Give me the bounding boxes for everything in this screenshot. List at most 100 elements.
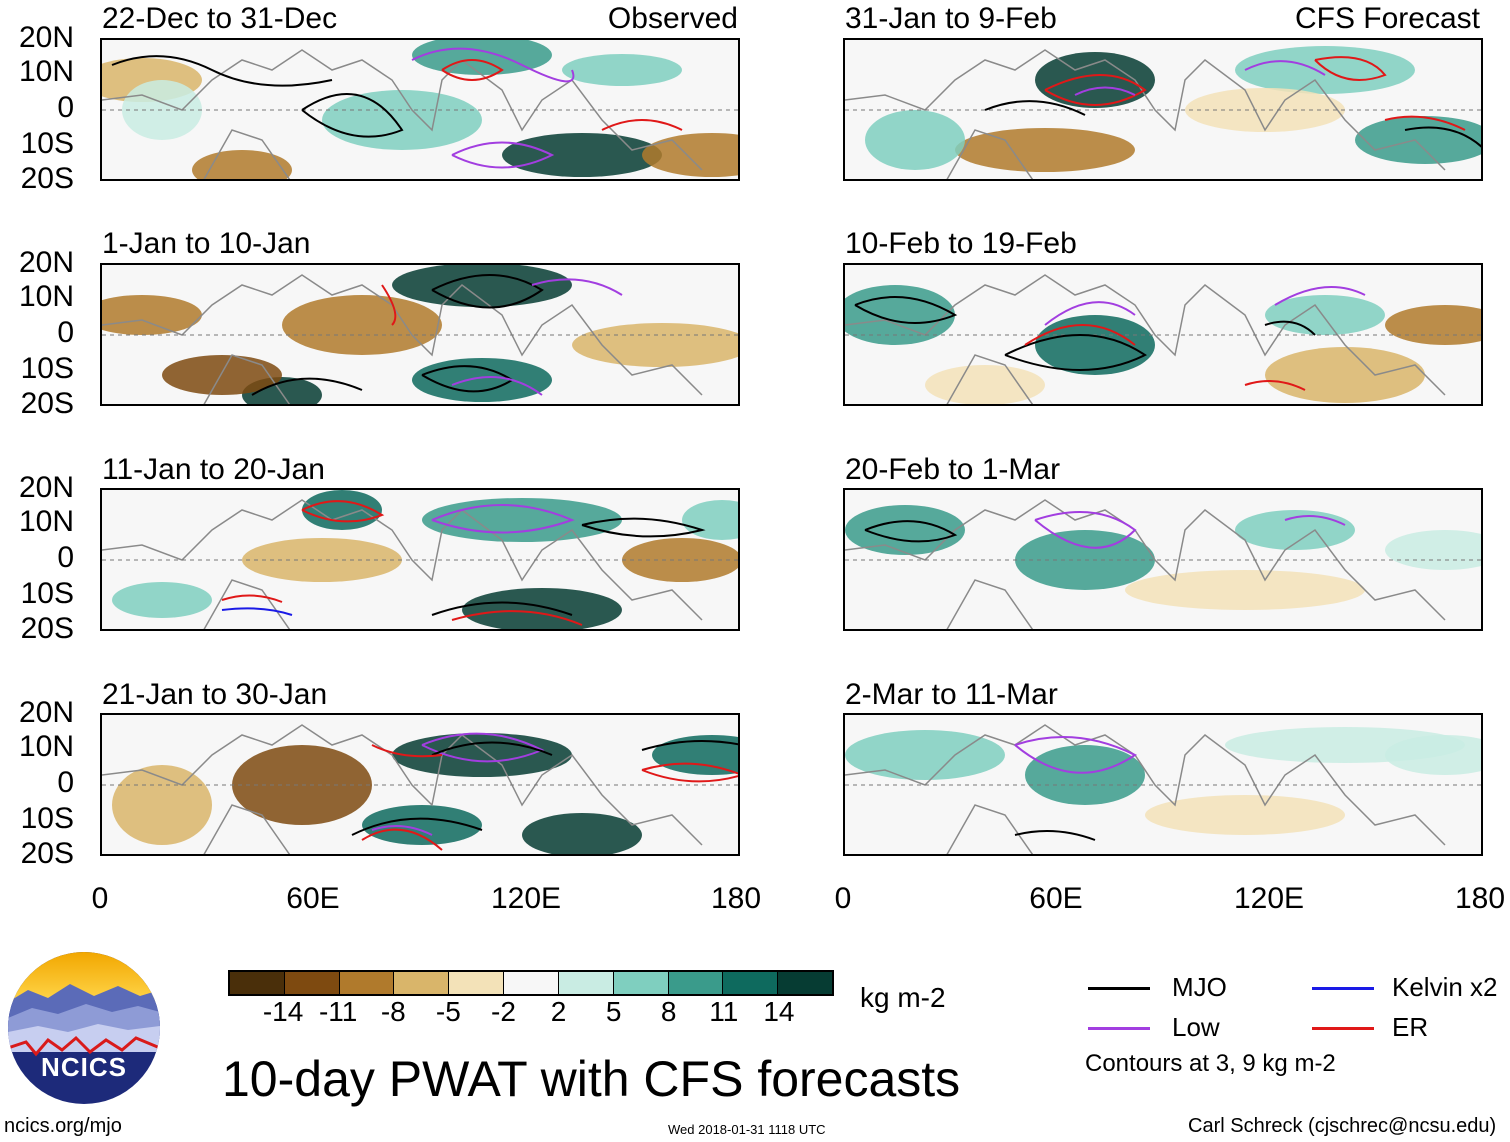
pwat-anomaly-region [162, 355, 282, 395]
panel-title-2: 1-Jan to 10-Jan [102, 227, 311, 260]
coastline [102, 49, 703, 179]
pwat-anomaly-region [1385, 530, 1481, 570]
pwat-anomaly-region [642, 133, 738, 177]
wave-contour [1264, 320, 1316, 336]
pwat-anomaly-region [1025, 745, 1145, 805]
wave-contour [1044, 74, 1147, 106]
pwat-field [102, 490, 738, 629]
pwat-anomaly-region [845, 505, 965, 555]
wave-contour [1024, 324, 1136, 346]
wave-contour [441, 59, 504, 81]
legend-line-er [1312, 1027, 1374, 1030]
pwat-anomaly-region [1235, 46, 1415, 94]
colorbar-swatch [723, 972, 779, 994]
pwat-anomaly-region [322, 90, 482, 150]
lat-tick-2-10n: 10N [18, 280, 74, 313]
legend-label-er: ER [1392, 1012, 1429, 1042]
coastline [845, 724, 1446, 854]
wave-contour [221, 607, 293, 616]
wave-contour [1044, 301, 1136, 326]
pwat-anomaly-region [392, 733, 572, 777]
pwat-anomaly-region [865, 110, 965, 170]
map-panel-5 [843, 38, 1483, 181]
colorbar-tick-label: 2 [550, 996, 567, 1027]
wave-contour [351, 817, 483, 836]
pwat-anomaly-region [502, 133, 662, 177]
legend-label-mjo: MJO [1172, 972, 1227, 1002]
lon-tick-right-180: 180 [1454, 882, 1506, 915]
colorbar-swatch [394, 972, 450, 994]
colorbar-swatch [504, 972, 559, 994]
wave-contour [1014, 736, 1137, 774]
wave-contour [1014, 830, 1096, 841]
map-panel-7 [843, 488, 1483, 631]
legend-label-low: Low [1172, 1012, 1220, 1042]
legend-line-low [1088, 1027, 1150, 1030]
colorbar-tick-label: -5 [435, 996, 461, 1027]
colorbar-tick-label: -11 [318, 996, 358, 1027]
wave-contour [1074, 86, 1136, 96]
pwat-anomaly-region [282, 295, 442, 355]
wave-contour [431, 274, 544, 309]
colorbar-swatch [778, 972, 832, 994]
colorbar-swatch [284, 972, 340, 994]
colorbar-swatch [449, 972, 505, 994]
wave-contour [431, 741, 553, 756]
colorbar-swatch [558, 972, 614, 994]
map-panel-2 [100, 263, 740, 406]
wave-contour [1244, 380, 1306, 391]
panel-title-3: 11-Jan to 20-Jan [102, 453, 325, 486]
map-panel-3 [100, 488, 740, 631]
wave-contour [371, 744, 443, 758]
wave-contour [301, 500, 385, 523]
pwat-anomaly-region [112, 582, 212, 618]
wave-contour [601, 119, 683, 131]
legend-line-kelvin [1312, 987, 1374, 990]
pwat-field [102, 265, 738, 404]
colorbar-tick-label: 5 [605, 996, 622, 1027]
colorbar-tick-label: 8 [660, 996, 677, 1027]
colorbar [228, 970, 834, 996]
panel-title-8: 2-Mar to 11-Mar [845, 678, 1058, 711]
pwat-anomaly-region [682, 500, 738, 540]
pwat-anomaly-region [302, 490, 382, 530]
pwat-anomaly-region [1125, 570, 1365, 610]
lat-tick-2-0: 0 [57, 316, 74, 349]
lat-tick-1-0: 0 [57, 91, 74, 124]
pwat-anomaly-region [1035, 52, 1155, 108]
wave-contour [581, 517, 706, 538]
colorbar-tick-label: -14 [262, 996, 304, 1027]
pwat-anomaly-region [362, 805, 482, 845]
pwat-field [102, 40, 738, 179]
lat-tick-2-20n: 20N [18, 246, 74, 279]
lon-tick-left-180: 180 [710, 882, 762, 915]
lat-tick-2-20s: 20S [20, 387, 74, 420]
lon-tick-right-60: 60E [1029, 882, 1083, 915]
wave-contour [361, 828, 443, 851]
lat-tick-3-10n: 10N [18, 505, 74, 538]
wave-contour [301, 93, 404, 138]
pwat-anomaly-region [462, 588, 622, 629]
map-panel-8 [843, 713, 1483, 856]
pwat-anomaly-region [412, 358, 552, 402]
wave-contour [1314, 56, 1387, 81]
pwat-anomaly-region [1145, 795, 1345, 835]
lon-tick-left-120: 120E [490, 882, 562, 915]
wave-contour [451, 610, 583, 626]
colorbar-swatch [339, 972, 395, 994]
wave-contour [984, 100, 1086, 116]
colorbar-units: kg m-2 [860, 982, 946, 1013]
colorbar-tick-label: 11 [709, 996, 739, 1027]
colorbar-swatch [230, 972, 285, 994]
panel-title-5: 31-Jan to 9-Feb [845, 2, 1057, 35]
coastline [845, 274, 1446, 404]
colorbar-tick-label: -2 [491, 996, 516, 1027]
wave-contour [221, 594, 283, 603]
pwat-anomaly-region [1355, 116, 1481, 164]
wave-contour [1034, 511, 1137, 549]
legend-note: Contours at 3, 9 kg m-2 [1085, 1050, 1336, 1077]
pwat-anomaly-region [572, 323, 738, 367]
pwat-anomaly-region [955, 128, 1135, 172]
colorbar-swatch [668, 972, 724, 994]
wave-contour [531, 278, 623, 296]
